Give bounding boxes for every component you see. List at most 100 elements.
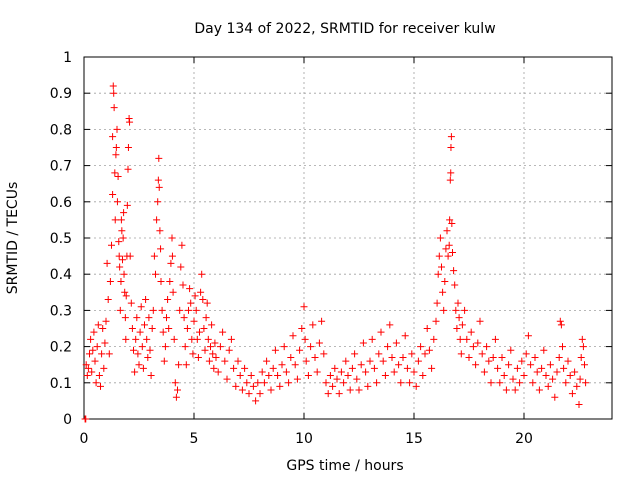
- data-point: [472, 361, 480, 369]
- data-point: [190, 317, 198, 325]
- data-point: [381, 372, 389, 380]
- data-point: [575, 401, 583, 409]
- data-point: [105, 350, 113, 358]
- data-point: [434, 270, 442, 278]
- data-point: [453, 325, 461, 332]
- data-point: [267, 386, 275, 394]
- data-point: [175, 361, 183, 369]
- x-tick-label: 0: [80, 431, 89, 447]
- scatter-points: [81, 82, 590, 423]
- y-tick-label: 0.3: [50, 303, 72, 319]
- data-point: [401, 332, 409, 340]
- data-point: [209, 350, 217, 358]
- data-point: [205, 357, 213, 365]
- data-point: [435, 252, 443, 260]
- data-point: [98, 350, 106, 358]
- data-point: [348, 364, 356, 372]
- data-point: [230, 364, 238, 372]
- data-point: [171, 379, 179, 387]
- data-point: [160, 357, 168, 365]
- data-point: [103, 259, 111, 267]
- data-point: [172, 393, 180, 401]
- data-point: [158, 306, 166, 314]
- data-point: [280, 343, 288, 351]
- data-point: [579, 343, 587, 351]
- x-tick-label: 20: [515, 431, 533, 447]
- data-point: [480, 368, 488, 376]
- data-point: [307, 343, 315, 351]
- data-point: [445, 241, 453, 249]
- data-point: [142, 296, 150, 304]
- y-tick-label: 0.9: [50, 86, 72, 102]
- data-point: [155, 154, 163, 162]
- data-point: [243, 379, 251, 387]
- data-point: [126, 252, 134, 260]
- data-point: [260, 379, 268, 387]
- y-tick-label: 0: [63, 412, 72, 428]
- data-point: [562, 379, 570, 387]
- data-point: [463, 335, 471, 343]
- y-tick-label: 0.2: [50, 340, 72, 356]
- data-point: [227, 335, 235, 343]
- data-point: [304, 372, 312, 380]
- data-point: [271, 346, 279, 354]
- data-point: [210, 364, 218, 372]
- data-point: [438, 263, 445, 271]
- data-point: [576, 375, 584, 383]
- data-point: [141, 321, 148, 329]
- data-point: [97, 382, 104, 390]
- data-point: [179, 281, 187, 289]
- data-point: [540, 346, 548, 354]
- data-point: [194, 353, 202, 361]
- data-point: [112, 144, 120, 151]
- data-point: [119, 234, 127, 242]
- data-point: [144, 353, 152, 361]
- data-point: [154, 176, 162, 184]
- data-point: [90, 328, 98, 336]
- data-point: [145, 314, 153, 322]
- data-point: [296, 346, 304, 354]
- data-point: [161, 343, 169, 351]
- data-point: [131, 368, 139, 376]
- data-point: [450, 267, 458, 275]
- data-point: [443, 227, 451, 235]
- y-tick-label: 0.7: [50, 159, 72, 175]
- data-point: [375, 350, 383, 358]
- data-point: [154, 198, 162, 206]
- data-point: [241, 364, 249, 372]
- data-point: [331, 364, 339, 372]
- data-point: [551, 393, 559, 401]
- data-point: [582, 379, 590, 387]
- data-point: [191, 292, 199, 300]
- data-point: [559, 343, 566, 351]
- data-point: [397, 379, 405, 387]
- data-point: [355, 386, 363, 394]
- data-point: [91, 357, 99, 365]
- data-point: [483, 343, 491, 351]
- data-point: [115, 252, 123, 260]
- data-point: [137, 303, 145, 311]
- data-point: [256, 390, 264, 398]
- data-point: [165, 325, 173, 332]
- data-point: [163, 314, 170, 322]
- data-point: [485, 357, 493, 365]
- data-point: [202, 314, 210, 322]
- data-point: [366, 357, 374, 365]
- data-point: [100, 364, 108, 372]
- data-point: [291, 361, 299, 369]
- data-point: [373, 379, 381, 387]
- data-point: [109, 133, 117, 141]
- data-point: [556, 317, 564, 325]
- data-point: [164, 296, 172, 304]
- data-point: [313, 368, 321, 376]
- y-axis-label: SRMTID / TECUs: [5, 182, 21, 295]
- data-point: [186, 285, 194, 293]
- data-point: [269, 364, 277, 372]
- data-point: [527, 361, 535, 369]
- data-point: [509, 375, 517, 383]
- data-point: [531, 353, 539, 361]
- data-point: [351, 350, 359, 358]
- data-point: [155, 183, 163, 191]
- data-point: [335, 390, 343, 398]
